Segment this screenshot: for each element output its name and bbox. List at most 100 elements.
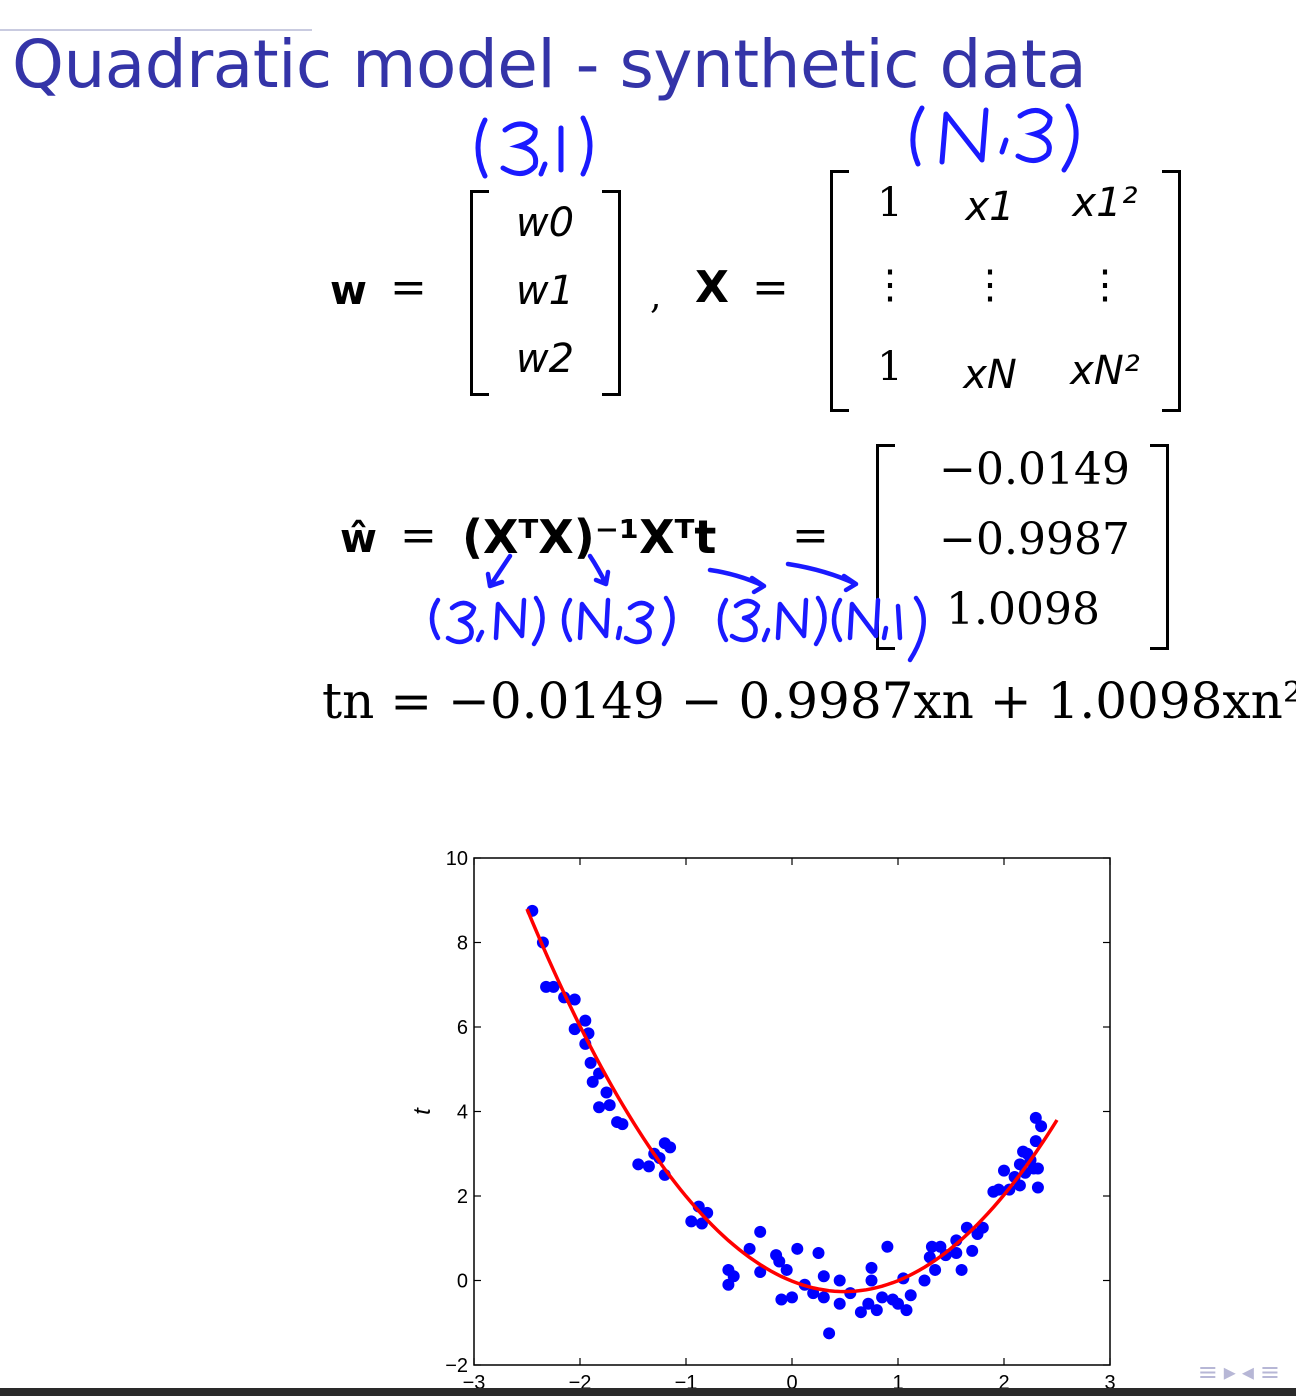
w-entry-0: w0 (515, 200, 575, 246)
w-entry-2: w2 (515, 336, 575, 382)
X-equals: = (752, 262, 789, 313)
nav-next-icon[interactable]: ▸ (1223, 1358, 1242, 1386)
data-point (892, 1297, 904, 1310)
shape-chain-annotation (429, 553, 926, 663)
slide-title: Quadratic model - synthetic data (12, 26, 1087, 103)
x-tick-label: 1 (892, 1372, 903, 1394)
w-right-bracket (602, 190, 621, 396)
data-point (1031, 1162, 1044, 1175)
data-point (568, 1023, 581, 1036)
title-rule (0, 29, 312, 31)
data-point (722, 1278, 735, 1291)
data-point (881, 1240, 894, 1253)
X-right-bracket (1162, 170, 1181, 412)
X-left-bracket (830, 170, 849, 412)
data-point (918, 1274, 931, 1287)
X-cell-2-0: 1 (877, 344, 903, 390)
plot-frame (473, 857, 1111, 1366)
data-point (547, 980, 560, 993)
data-point (1017, 1145, 1030, 1158)
w-hat-equals-2: = (792, 510, 829, 561)
w-hat-value-0: −0.0149 (939, 444, 1130, 495)
data-point (976, 1221, 989, 1234)
data-point (593, 1101, 606, 1114)
data-point (616, 1118, 629, 1131)
data-point (786, 1291, 798, 1304)
x-tick-label: 2 (998, 1372, 1009, 1394)
y-tick-label: 0 (457, 1271, 468, 1293)
data-point (929, 1263, 942, 1276)
w-hat-left-bracket (876, 444, 895, 650)
data-point (817, 1291, 830, 1304)
data-point (1013, 1179, 1026, 1192)
data-point (584, 1056, 597, 1069)
data-point (775, 1293, 788, 1306)
y-tick-label: 8 (457, 933, 468, 955)
X-cell-0-1: x1 (965, 184, 1015, 230)
x-tick-label: 3 (1104, 1372, 1115, 1394)
data-point (1031, 1181, 1044, 1194)
y-tick-label: 10 (446, 848, 468, 870)
bottom-bar (0, 1388, 1296, 1396)
y-tick-label: 4 (457, 1102, 468, 1124)
data-point (900, 1304, 913, 1317)
data-point (998, 1164, 1010, 1177)
X-cell-2-2: xN² (1070, 348, 1140, 394)
data-point (876, 1291, 889, 1304)
data-point (743, 1242, 756, 1255)
data-point (754, 1266, 767, 1279)
X-cell-0-0: 1 (877, 180, 903, 226)
data-point (632, 1158, 645, 1171)
y-tick-label: 6 (457, 1017, 468, 1039)
data-point (1029, 1135, 1042, 1148)
data-point (817, 1270, 830, 1283)
data-point (586, 1075, 599, 1088)
X-symbol: X (695, 262, 729, 313)
data-point (685, 1215, 698, 1228)
data-point (833, 1274, 846, 1287)
w-hat-symbol: ŵ (340, 516, 377, 562)
data-point (754, 1225, 767, 1238)
data-point (600, 1086, 613, 1099)
data-point (865, 1261, 878, 1274)
data-point (854, 1306, 867, 1319)
data-point (664, 1141, 677, 1154)
y-axis-label: t (409, 1107, 436, 1115)
data-point (925, 1240, 938, 1253)
data-point (950, 1247, 963, 1260)
w-equals: = (390, 262, 427, 313)
w-hat-value-1: −0.9987 (939, 514, 1130, 565)
w-left-bracket (470, 190, 489, 396)
w-hat-value-2: 1.0098 (946, 584, 1100, 635)
slide-navigation[interactable]: ≡▸◂≡ (1198, 1358, 1286, 1386)
data-point (870, 1304, 883, 1317)
w-shape-annotation (475, 115, 593, 179)
data-point (865, 1274, 878, 1287)
nav-section-icon[interactable]: ≡ (1259, 1358, 1286, 1386)
X-cell-2-1: xN (963, 352, 1017, 398)
data-point (1035, 1120, 1048, 1133)
data-point (603, 1099, 616, 1112)
nav-prev-icon[interactable]: ◂ (1241, 1358, 1260, 1386)
w-hat-right-bracket (1150, 444, 1169, 650)
data-point (904, 1289, 917, 1302)
w-symbol: w (330, 268, 367, 314)
data-point (966, 1244, 979, 1257)
w-hat-equals: = (400, 510, 437, 561)
data-point (773, 1255, 786, 1268)
X-cell-1-1: ⋮ (970, 262, 1010, 308)
fit-curve (525, 908, 1059, 1294)
y-tick-label: −2 (445, 1355, 468, 1377)
data-point (812, 1247, 825, 1260)
y-tick-label: 2 (457, 1186, 468, 1208)
data-point (568, 993, 581, 1006)
comma: , (650, 276, 662, 317)
data-point (780, 1263, 793, 1276)
data-point (992, 1183, 1005, 1196)
nav-menu-icon[interactable]: ≡ (1197, 1358, 1224, 1386)
data-point (791, 1242, 804, 1255)
X-cell-0-2: x1² (1072, 180, 1138, 226)
X-cell-1-0: ⋮ (870, 262, 910, 308)
w-entry-1: w1 (515, 268, 575, 314)
